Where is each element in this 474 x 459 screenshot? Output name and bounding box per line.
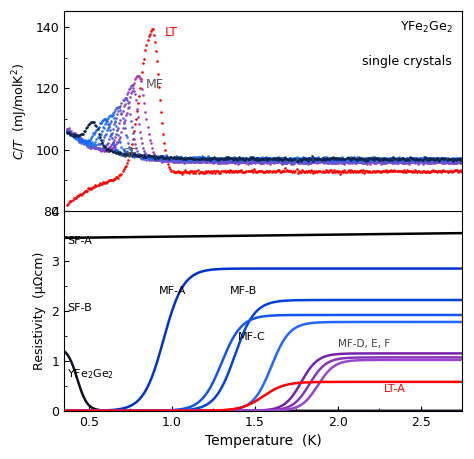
Text: MF-D, E, F: MF-D, E, F bbox=[337, 339, 390, 349]
Text: LT: LT bbox=[165, 26, 178, 39]
Y-axis label: Resistivity  (μΩcm): Resistivity (μΩcm) bbox=[33, 252, 46, 370]
Text: MF: MF bbox=[145, 78, 163, 91]
Text: MF-A: MF-A bbox=[158, 285, 186, 296]
Text: YFe$_2$Ge$_2$: YFe$_2$Ge$_2$ bbox=[400, 19, 452, 34]
Text: LT-A: LT-A bbox=[384, 384, 406, 394]
Text: MF-C: MF-C bbox=[238, 332, 266, 342]
Text: SF-A: SF-A bbox=[67, 235, 92, 246]
Text: SF: SF bbox=[122, 147, 137, 160]
Text: SF-B: SF-B bbox=[67, 303, 92, 313]
Text: YFe$_2$Ge$_2$: YFe$_2$Ge$_2$ bbox=[67, 367, 114, 381]
Text: single crystals: single crystals bbox=[363, 56, 452, 68]
Text: MF-B: MF-B bbox=[230, 285, 257, 296]
X-axis label: Temperature  (K): Temperature (K) bbox=[205, 434, 321, 448]
Y-axis label: $C/T$  (mJ/molK$^2$): $C/T$ (mJ/molK$^2$) bbox=[10, 63, 30, 160]
